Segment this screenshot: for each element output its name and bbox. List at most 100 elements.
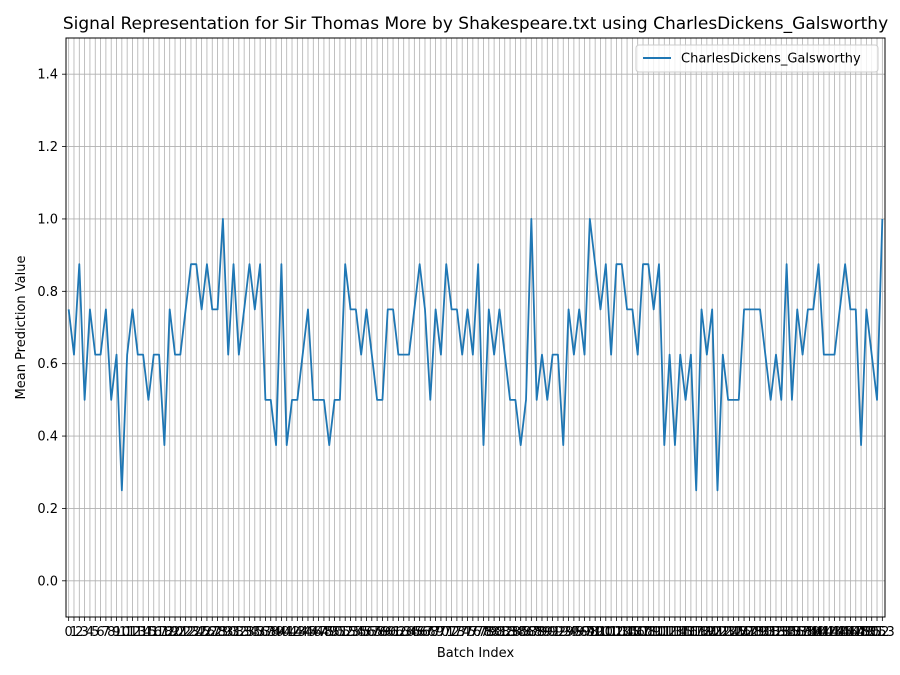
x-tick-label: 11 bbox=[119, 625, 136, 640]
x-axis-label: Batch Index bbox=[437, 646, 515, 661]
x-tick-label: 39 bbox=[268, 625, 285, 640]
x-tick-label: 73 bbox=[449, 625, 466, 640]
x-tick-label: 75 bbox=[459, 625, 476, 640]
y-tick-label: 1.4 bbox=[37, 68, 58, 83]
x-tick-label: 18 bbox=[156, 625, 173, 640]
x-tick-label: 142 bbox=[811, 625, 836, 640]
x-tick-label: 79 bbox=[481, 625, 498, 640]
x-tick-label: 69 bbox=[427, 625, 444, 640]
x-tick-label: 24 bbox=[188, 625, 205, 640]
x-gridlines bbox=[68, 38, 883, 617]
x-tick-label: 20 bbox=[167, 625, 184, 640]
x-tick-label: 30 bbox=[220, 625, 237, 640]
x-tick-label: 93 bbox=[555, 625, 572, 640]
x-tick-label: 133 bbox=[764, 625, 789, 640]
x-tick-label: 111 bbox=[647, 625, 672, 640]
y-tick-label: 0.6 bbox=[37, 357, 58, 372]
x-tick-label: 17 bbox=[151, 625, 168, 640]
x-tick-label: 80 bbox=[486, 625, 503, 640]
x-tick-label: 45 bbox=[300, 625, 317, 640]
x-tick-label: 38 bbox=[262, 625, 279, 640]
legend: CharlesDickens_Galsworthy bbox=[635, 44, 879, 73]
x-tick-label: 63 bbox=[395, 625, 412, 640]
x-tick-label: 36 bbox=[252, 625, 269, 640]
x-tick-label: 91 bbox=[544, 625, 561, 640]
x-tick-label: 128 bbox=[737, 625, 762, 640]
x-tick-label: 143 bbox=[817, 625, 842, 640]
x-tick-label: 148 bbox=[843, 625, 868, 640]
x-tick-label: 21 bbox=[172, 625, 189, 640]
x-tick-label: 136 bbox=[780, 625, 805, 640]
x-tick-label: 113 bbox=[657, 625, 682, 640]
x-tick-label: 54 bbox=[348, 625, 365, 640]
y-tick-label: 1.0 bbox=[37, 212, 58, 227]
x-tick-label: 3 bbox=[80, 625, 88, 640]
x-tick-label: 7 bbox=[102, 625, 110, 640]
x-tick-label: 145 bbox=[827, 625, 852, 640]
x-tick-label: 27 bbox=[204, 625, 221, 640]
x-tick-label: 74 bbox=[454, 625, 471, 640]
x-tick-label: 29 bbox=[215, 625, 232, 640]
x-tick-label: 41 bbox=[278, 625, 295, 640]
x-tick-label: 115 bbox=[668, 625, 693, 640]
x-tick-label: 47 bbox=[310, 625, 327, 640]
x-tick-label: 48 bbox=[316, 625, 333, 640]
x-tick-label: 61 bbox=[385, 625, 402, 640]
x-tick-label: 119 bbox=[689, 625, 714, 640]
x-tick-label: 105 bbox=[615, 625, 640, 640]
x-tick-label: 102 bbox=[599, 625, 624, 640]
x-tick-label: 109 bbox=[636, 625, 661, 640]
x-tick-label: 118 bbox=[684, 625, 709, 640]
x-tick-label: 64 bbox=[401, 625, 418, 640]
x-tick-label: 152 bbox=[865, 625, 890, 640]
x-tick-label: 88 bbox=[528, 625, 545, 640]
x-tick-label: 117 bbox=[678, 625, 703, 640]
x-tick-label: 124 bbox=[716, 625, 741, 640]
x-tick-label: 114 bbox=[663, 625, 688, 640]
x-tick-label: 33 bbox=[236, 625, 253, 640]
x-tick-label: 53 bbox=[342, 625, 359, 640]
y-gridlines bbox=[66, 73, 885, 582]
x-tick-label: 147 bbox=[838, 625, 863, 640]
x-tick-label: 121 bbox=[700, 625, 725, 640]
x-tick-label: 94 bbox=[560, 625, 577, 640]
x-tick-label: 26 bbox=[199, 625, 216, 640]
x-tick-label: 104 bbox=[609, 625, 634, 640]
x-tick-label: 90 bbox=[539, 625, 556, 640]
x-tick-label: 97 bbox=[576, 625, 593, 640]
x-tick-label: 8 bbox=[107, 625, 115, 640]
x-tick-label: 127 bbox=[732, 625, 757, 640]
x-tick-label: 51 bbox=[332, 625, 349, 640]
x-tick-label: 44 bbox=[294, 625, 311, 640]
x-tick-label: 49 bbox=[321, 625, 338, 640]
x-tick-label: 110 bbox=[641, 625, 666, 640]
x-tick-label: 56 bbox=[358, 625, 375, 640]
x-tick-label: 141 bbox=[806, 625, 831, 640]
x-tick-label: 125 bbox=[721, 625, 746, 640]
x-tick-label: 34 bbox=[241, 625, 258, 640]
x-tick-label: 126 bbox=[726, 625, 751, 640]
x-tick-label: 146 bbox=[833, 625, 858, 640]
x-tick-label: 59 bbox=[374, 625, 391, 640]
x-tick-label: 103 bbox=[604, 625, 629, 640]
x-tick-label: 138 bbox=[790, 625, 815, 640]
x-tick-label: 40 bbox=[273, 625, 290, 640]
x-tick-label: 35 bbox=[247, 625, 264, 640]
x-tick-label: 76 bbox=[465, 625, 482, 640]
x-tick-label: 55 bbox=[353, 625, 370, 640]
x-tick-label: 6 bbox=[96, 625, 104, 640]
x-tick-label: 43 bbox=[289, 625, 306, 640]
y-tick-label: 0.8 bbox=[37, 285, 58, 300]
x-tick-label: 129 bbox=[742, 625, 767, 640]
x-tick-label: 120 bbox=[694, 625, 719, 640]
x-tick-label: 85 bbox=[512, 625, 529, 640]
x-tick-label: 89 bbox=[534, 625, 551, 640]
x-tick-label: 12 bbox=[124, 625, 141, 640]
x-tick-label: 13 bbox=[130, 625, 147, 640]
x-tick-label: 22 bbox=[177, 625, 194, 640]
legend-box bbox=[635, 44, 879, 73]
x-tick-label: 71 bbox=[438, 625, 455, 640]
x-tick-label: 87 bbox=[523, 625, 540, 640]
